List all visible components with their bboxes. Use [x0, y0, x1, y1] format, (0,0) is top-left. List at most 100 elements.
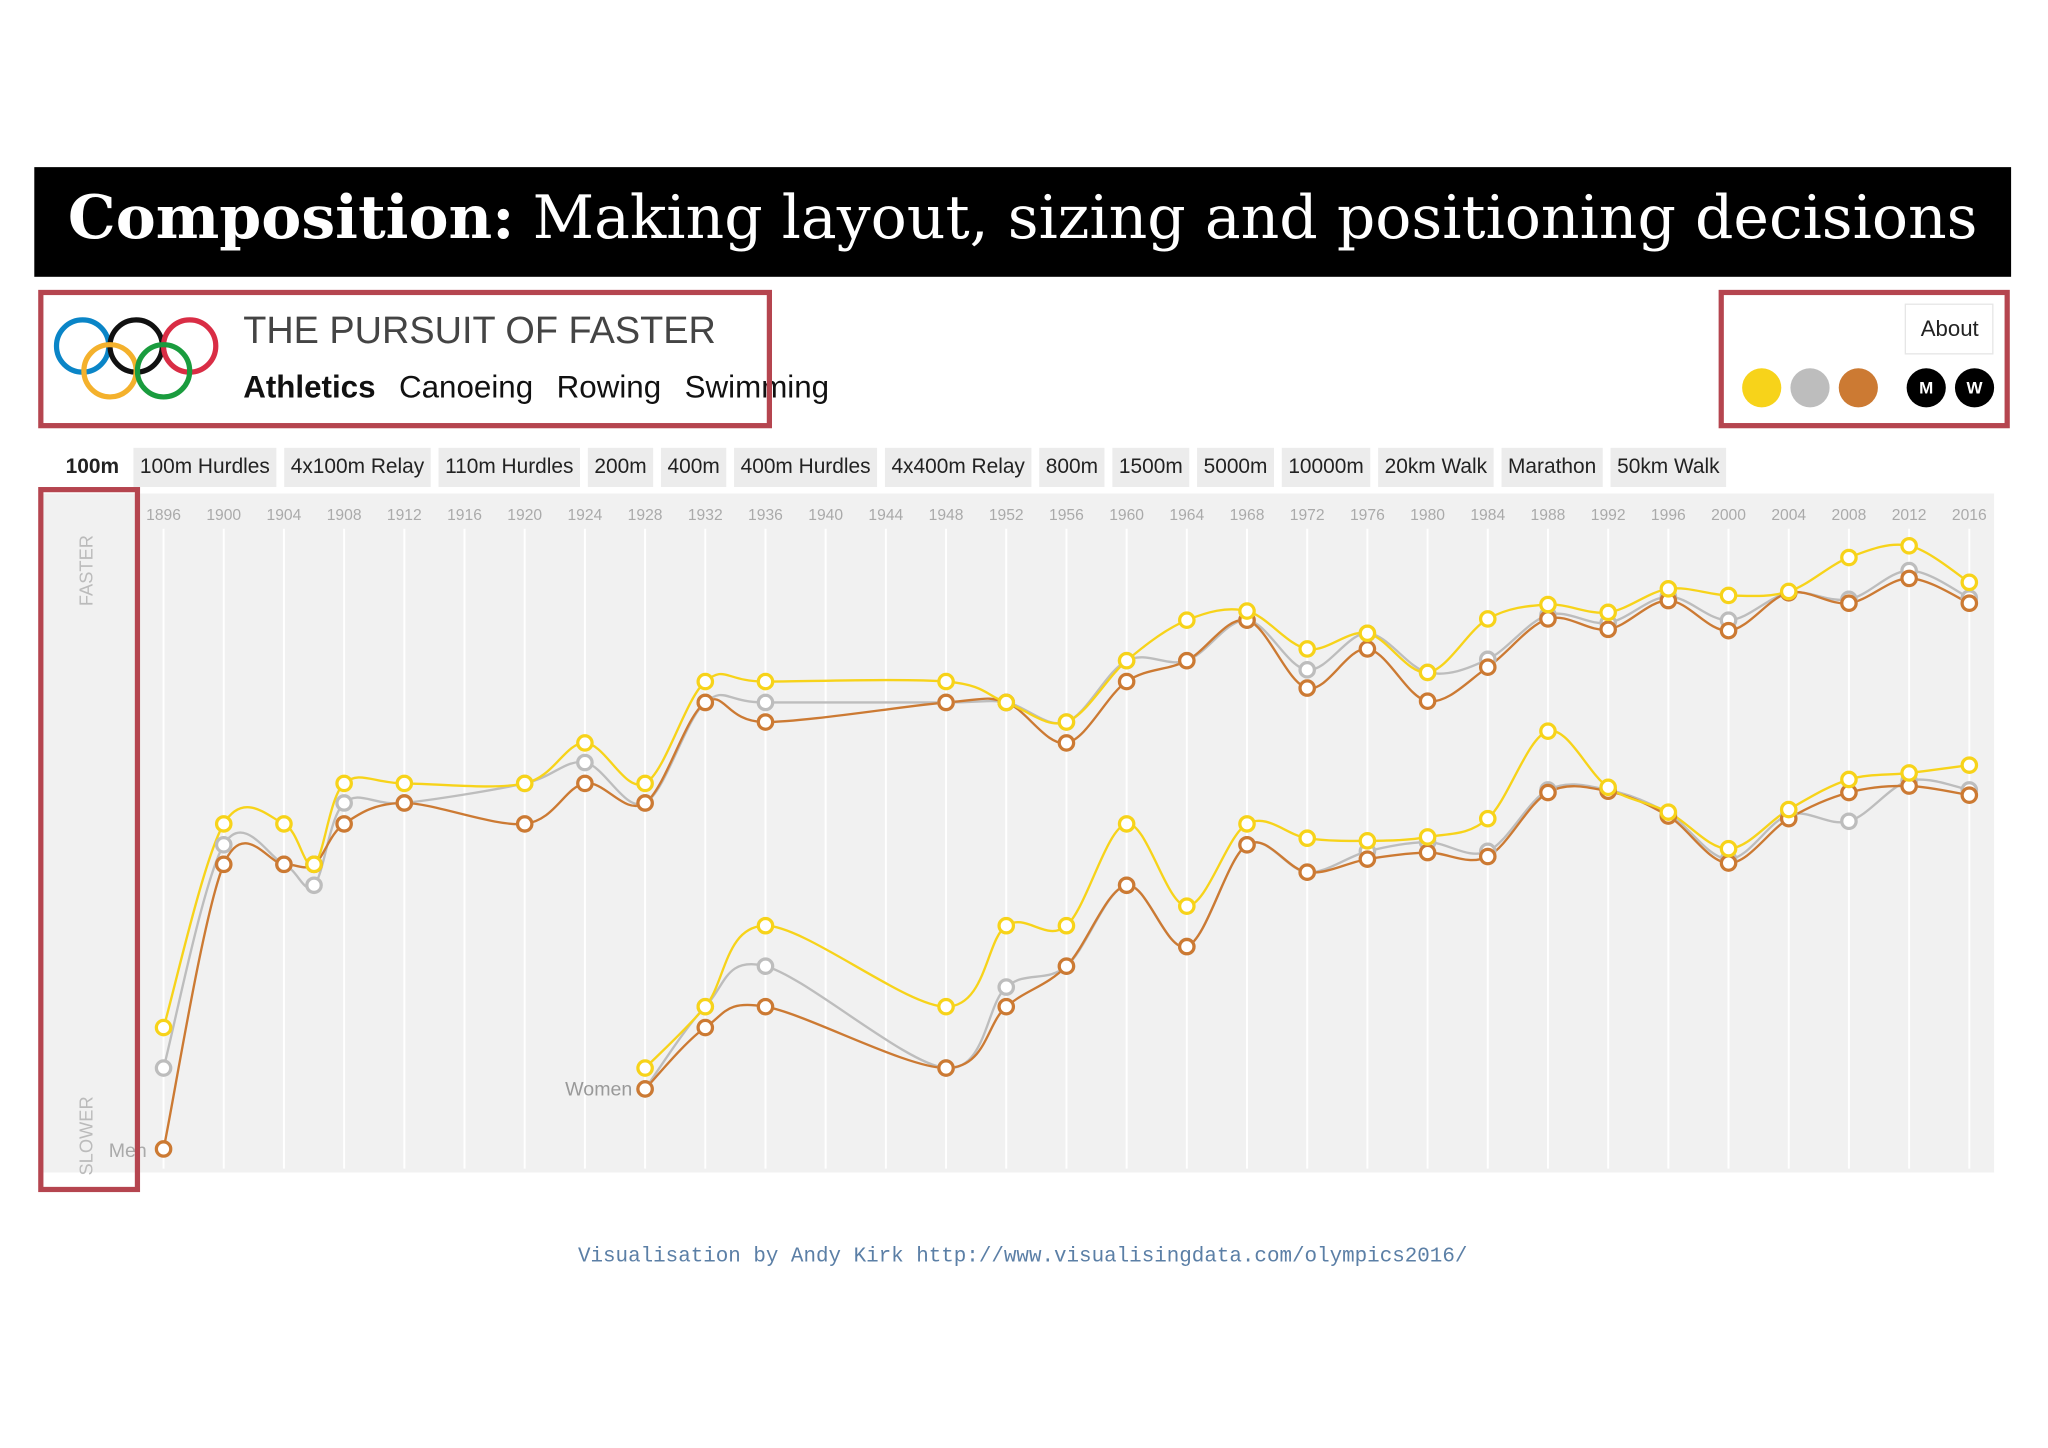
event-tab[interactable] — [1197, 447, 1274, 488]
event-tab[interactable] — [1112, 447, 1190, 488]
data-point — [997, 916, 1016, 935]
data-point — [1960, 756, 1979, 774]
about-button[interactable] — [1904, 303, 1994, 355]
event-tab-label[interactable]: 5000m — [1204, 455, 1268, 478]
event-tab[interactable] — [59, 447, 126, 488]
event-tab[interactable] — [1281, 447, 1371, 488]
x-tick-label: 1976 — [1350, 507, 1385, 524]
x-tick-label: 2008 — [1832, 507, 1867, 524]
sport-link[interactable]: Swimming — [685, 369, 829, 404]
x-tick-label: 1900 — [206, 507, 241, 524]
data-point — [1298, 661, 1317, 679]
data-point — [1840, 812, 1858, 831]
data-point — [576, 734, 594, 752]
gender-label[interactable]: M — [1919, 379, 1933, 398]
x-tick-label: 1924 — [567, 507, 602, 524]
data-point — [1238, 835, 1256, 854]
event-tab[interactable] — [660, 447, 727, 488]
event-tab-label[interactable]: 800m — [1046, 455, 1098, 478]
event-tab[interactable] — [587, 447, 654, 488]
event-tab[interactable] — [1610, 447, 1727, 488]
event-tab-label[interactable]: 20km Walk — [1385, 455, 1488, 478]
data-point — [1539, 722, 1557, 740]
data-point — [1057, 916, 1076, 935]
medal-filters — [1742, 368, 1878, 408]
data-point — [305, 855, 323, 874]
event-tab[interactable] — [1039, 447, 1105, 488]
women-annotation: Women — [565, 1078, 632, 1100]
sport-link[interactable]: Canoeing — [399, 369, 533, 404]
plot — [154, 536, 1979, 1158]
event-tab-label[interactable]: 110m Hurdles — [445, 455, 573, 478]
data-point — [515, 774, 534, 793]
event-tab[interactable] — [884, 447, 1032, 488]
event-tab-label[interactable]: 400m — [667, 455, 719, 478]
data-point — [1358, 624, 1377, 643]
data-point — [1238, 602, 1256, 620]
medal-button[interactable] — [1790, 368, 1830, 408]
event-tab-label[interactable]: 100m Hurdles — [140, 455, 270, 478]
data-point — [1057, 713, 1076, 731]
x-tick-label: 1936 — [748, 507, 783, 524]
event-tab-label[interactable]: 4x400m Relay — [891, 455, 1025, 478]
slide-title: Composition: Making layout, sizing and po… — [68, 182, 1978, 252]
medal-button[interactable] — [1838, 368, 1878, 408]
medal-button[interactable] — [1742, 368, 1782, 408]
data-point — [1178, 651, 1196, 670]
gender-label[interactable]: W — [1967, 379, 1983, 398]
data-point — [1719, 621, 1738, 640]
data-point — [636, 794, 654, 812]
data-point — [515, 815, 534, 833]
data-point — [576, 753, 594, 772]
x-tick-label: 1932 — [688, 507, 723, 524]
data-point — [1900, 764, 1918, 782]
event-tab[interactable] — [734, 447, 878, 488]
data-point — [756, 693, 775, 712]
data-point — [1178, 897, 1196, 915]
data-point — [1178, 611, 1196, 630]
data-point — [636, 1059, 654, 1077]
highlight-box — [1718, 289, 2010, 429]
event-tab[interactable] — [284, 447, 431, 488]
data-point — [937, 997, 955, 1016]
data-point — [756, 957, 775, 976]
about-label[interactable]: About — [1921, 316, 1979, 341]
event-tab-label[interactable]: 10000m — [1288, 455, 1363, 478]
grid: 1896 1900 1904 1908 1912 1916 1920 1924 1928 1932… — [146, 507, 1987, 1169]
data-point — [1298, 640, 1317, 658]
data-point — [214, 835, 233, 854]
event-tab-label[interactable]: 1500m — [1119, 455, 1183, 478]
data-point — [937, 1059, 955, 1077]
event-tab[interactable] — [438, 447, 581, 488]
data-point — [1779, 582, 1798, 601]
data-point — [1539, 610, 1557, 628]
data-point — [1539, 783, 1557, 802]
x-tick-label: 1952 — [989, 507, 1024, 524]
data-point — [1117, 672, 1136, 691]
event-tab[interactable] — [133, 447, 277, 488]
highlight-box — [38, 289, 773, 429]
gender-button[interactable] — [1906, 368, 1946, 408]
event-tab-label[interactable]: 4x100m Relay — [291, 455, 425, 478]
credit: Visualisation by Andy Kirk http://www.vi… — [578, 1246, 1467, 1269]
event-tab-label[interactable]: Marathon — [1508, 455, 1596, 478]
sport-link[interactable]: Athletics — [243, 369, 375, 404]
event-tab-label[interactable]: 50km Walk — [1617, 455, 1720, 478]
app-title: THE PURSUIT OF FASTER — [243, 310, 716, 352]
data-point — [1478, 658, 1497, 677]
event-tabs: 100m 100m Hurdles 4x100m Relay 110m Hurdles… — [59, 447, 1727, 488]
event-tab[interactable] — [1378, 447, 1494, 488]
data-point — [335, 774, 353, 793]
sport-link[interactable]: Rowing — [557, 369, 661, 404]
data-point — [154, 1059, 173, 1077]
event-tab-label[interactable]: 100m — [66, 455, 119, 478]
data-point — [997, 978, 1016, 996]
data-point — [1478, 809, 1497, 828]
data-point — [335, 815, 353, 833]
event-tab-label[interactable]: 200m — [594, 455, 646, 478]
event-tab-label[interactable]: 400m Hurdles — [741, 455, 871, 478]
event-tab[interactable] — [1501, 447, 1603, 488]
data-point — [1719, 854, 1738, 872]
gender-button[interactable] — [1954, 368, 1995, 408]
data-point — [1418, 843, 1437, 862]
